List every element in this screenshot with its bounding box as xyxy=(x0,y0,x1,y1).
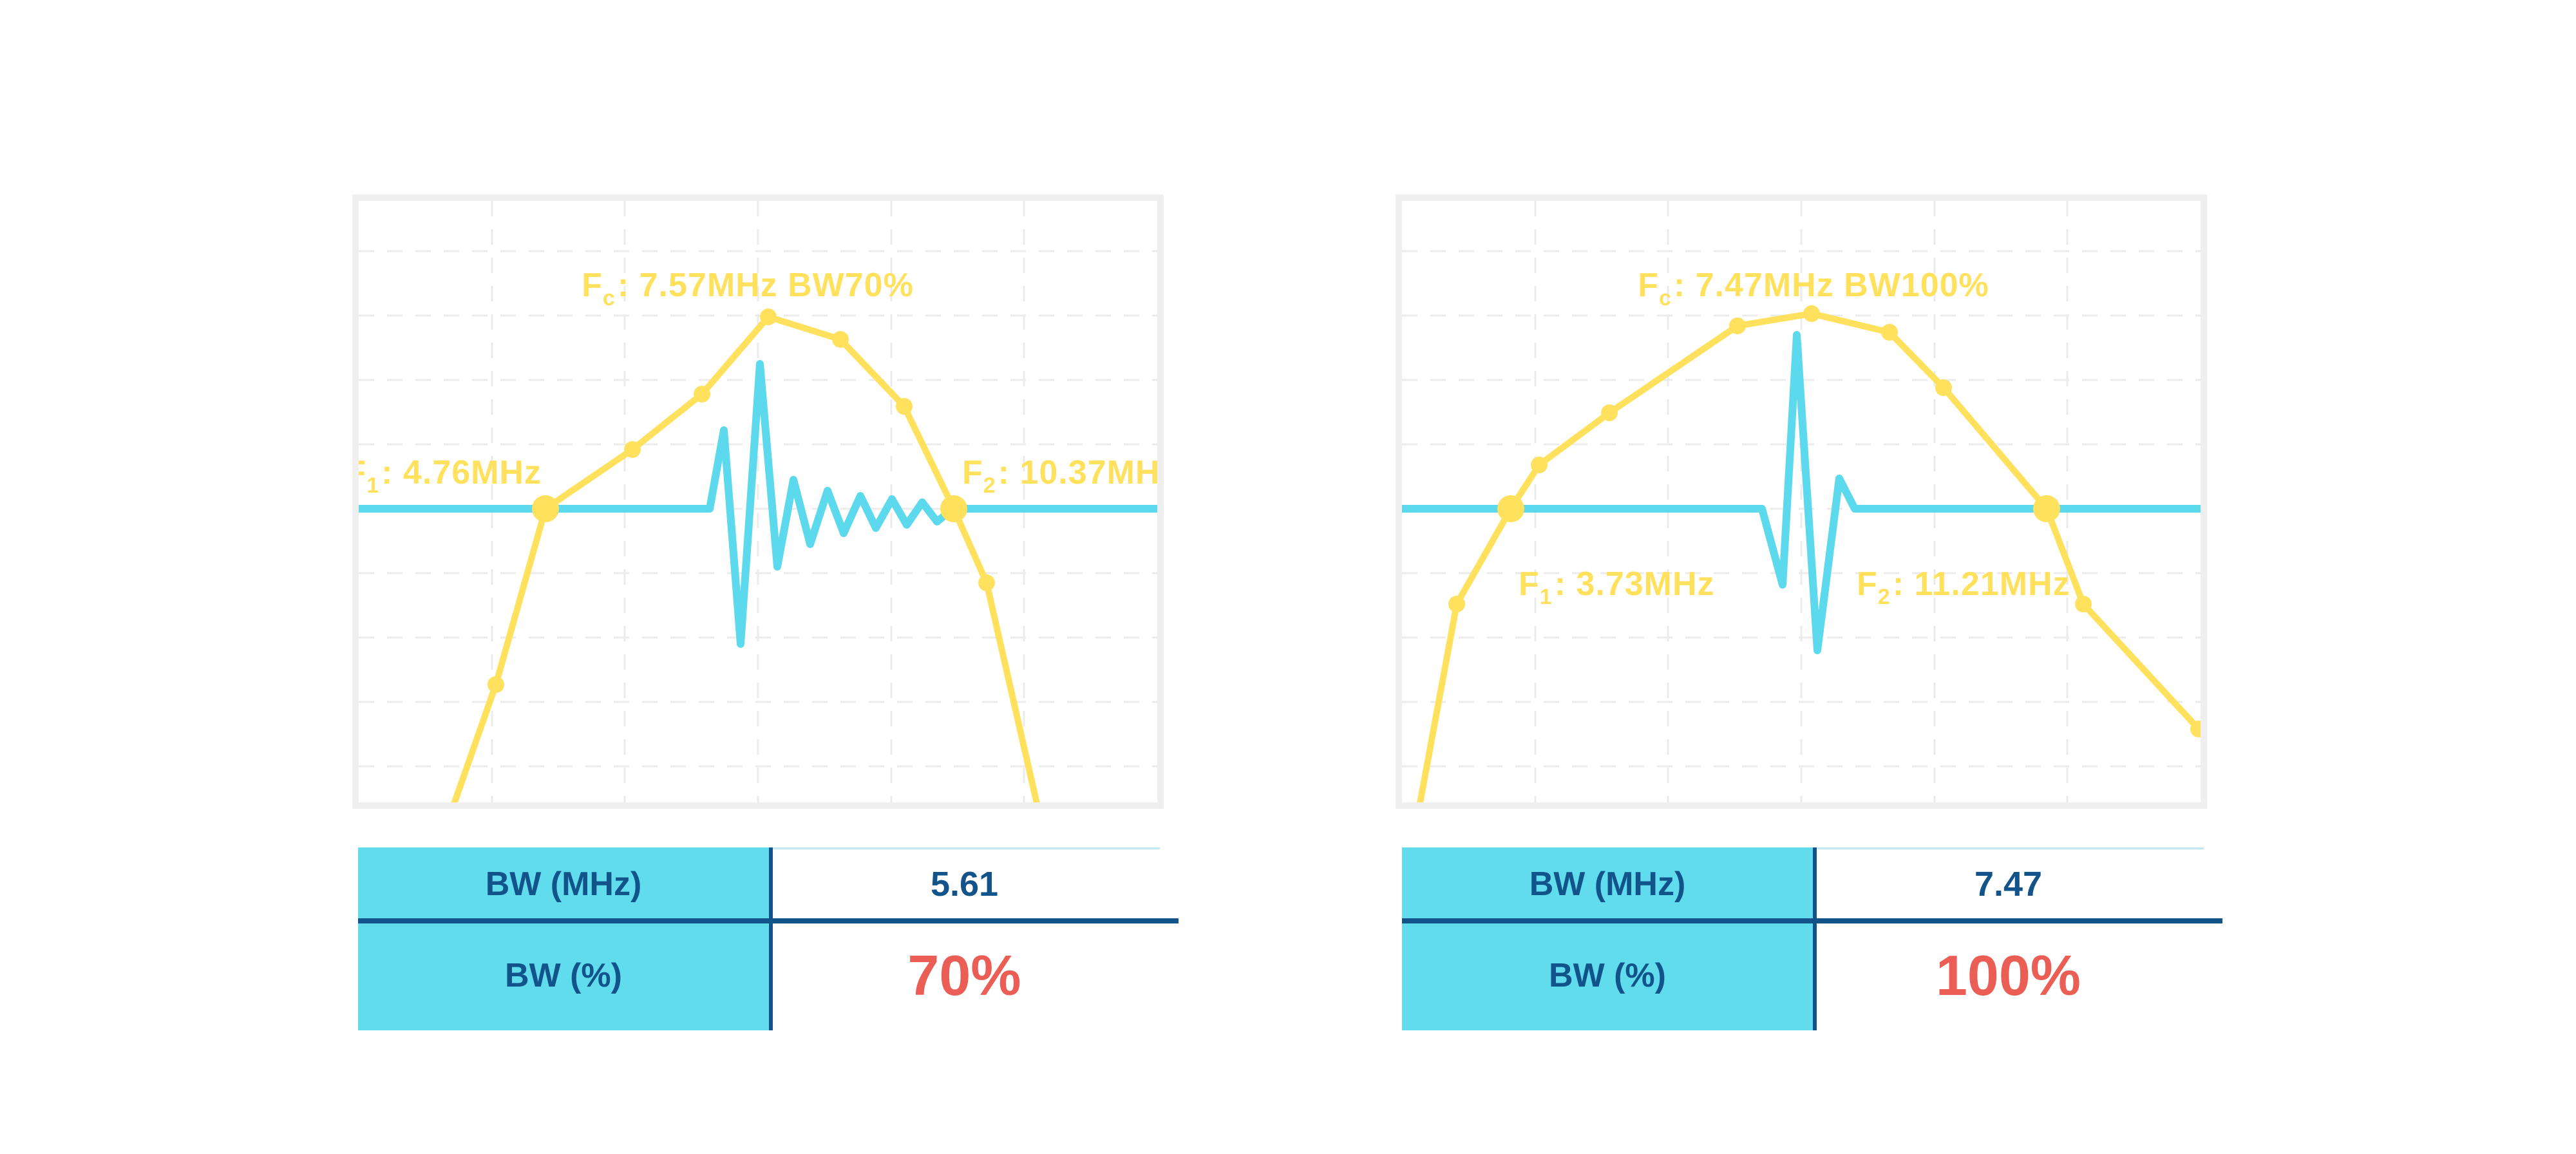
data-point-marker xyxy=(978,574,995,591)
data-point-marker xyxy=(2190,721,2201,737)
chart-series xyxy=(359,308,1157,802)
data-point-marker xyxy=(1935,379,1952,396)
data-point-marker xyxy=(694,386,710,402)
center-frequency-label: Fc: 7.47MHz BW100% xyxy=(1638,267,1989,310)
bw-pct-label-cell: BW (%) xyxy=(358,921,769,1030)
bw-pct-value-cell: 70% xyxy=(907,943,1021,1007)
cutoff-frequency-marker xyxy=(1497,495,1524,522)
cutoff-frequency-marker xyxy=(532,495,559,522)
chart-panel-left: Fc: 7.57MHz BW70% F1: 4.76MHz F2: 10.37M… xyxy=(352,194,1164,809)
table-top-border xyxy=(769,847,1160,849)
bw-mhz-value-cell: 5.61 xyxy=(930,865,999,903)
f1-frequency-label: F1: 4.76MHz xyxy=(359,454,542,498)
f2-frequency-label: F2: 11.21MHz xyxy=(1857,565,2070,609)
f1-frequency-label: F1: 3.73MHz xyxy=(1519,565,1715,609)
chart-series xyxy=(1402,305,2201,802)
data-point-marker xyxy=(1601,404,1618,421)
data-point-marker xyxy=(896,398,913,415)
cutoff-frequency-marker xyxy=(2033,495,2060,522)
table-top-border xyxy=(1813,847,2204,849)
table-row-divider xyxy=(358,918,1179,923)
bw-mhz-value-cell: 7.47 xyxy=(1974,865,2043,903)
table-row: BW (MHz) 7.47 xyxy=(1402,847,2204,921)
bw-mhz-label-cell: BW (MHz) xyxy=(1402,847,1813,921)
table-row-divider xyxy=(1402,918,2222,923)
data-point-marker xyxy=(488,676,504,693)
bw-mhz-label-cell: BW (MHz) xyxy=(358,847,769,921)
table-row: BW (MHz) 5.61 xyxy=(358,847,1160,921)
data-point-marker xyxy=(1448,596,1465,612)
bandwidth-chart-70pct: Fc: 7.57MHz BW70% F1: 4.76MHz F2: 10.37M… xyxy=(359,201,1157,802)
f2-frequency-label: F2: 10.37MHz xyxy=(962,454,1157,498)
pulse-waveform-curve xyxy=(1402,331,2201,654)
pulse-waveform-curve xyxy=(359,360,1157,648)
table-column-divider xyxy=(1813,847,1817,1030)
bw-pct-value-cell: 100% xyxy=(1935,943,2081,1007)
table-row: BW (%) 100% xyxy=(1402,921,2204,1030)
bw-table-right: BW (MHz) 7.47 BW (%) 100% xyxy=(1402,847,2222,1030)
data-point-marker xyxy=(760,308,777,325)
cutoff-frequency-marker xyxy=(940,495,967,522)
data-point-marker xyxy=(1803,305,1820,322)
bw-table-left: BW (MHz) 5.61 BW (%) 70% xyxy=(358,847,1179,1030)
table-column-divider xyxy=(769,847,773,1030)
center-frequency-label: Fc: 7.57MHz BW70% xyxy=(582,267,914,310)
data-point-marker xyxy=(832,331,849,348)
table-row: BW (%) 70% xyxy=(358,921,1160,1030)
chart-panel-right: Fc: 7.47MHz BW100% F1: 3.73MHz F2: 11.21… xyxy=(1396,194,2207,809)
data-point-marker xyxy=(1729,317,1746,334)
grid-lines xyxy=(359,201,1157,802)
data-point-marker xyxy=(2075,596,2092,612)
data-point-marker xyxy=(1531,457,1548,473)
data-point-marker xyxy=(1881,324,1898,341)
bw-pct-label-cell: BW (%) xyxy=(1402,921,1813,1030)
frequency-spectrum-curve xyxy=(1417,310,2201,802)
bandwidth-chart-100pct: Fc: 7.47MHz BW100% F1: 3.73MHz F2: 11.21… xyxy=(1402,201,2201,802)
data-point-marker xyxy=(624,441,641,458)
